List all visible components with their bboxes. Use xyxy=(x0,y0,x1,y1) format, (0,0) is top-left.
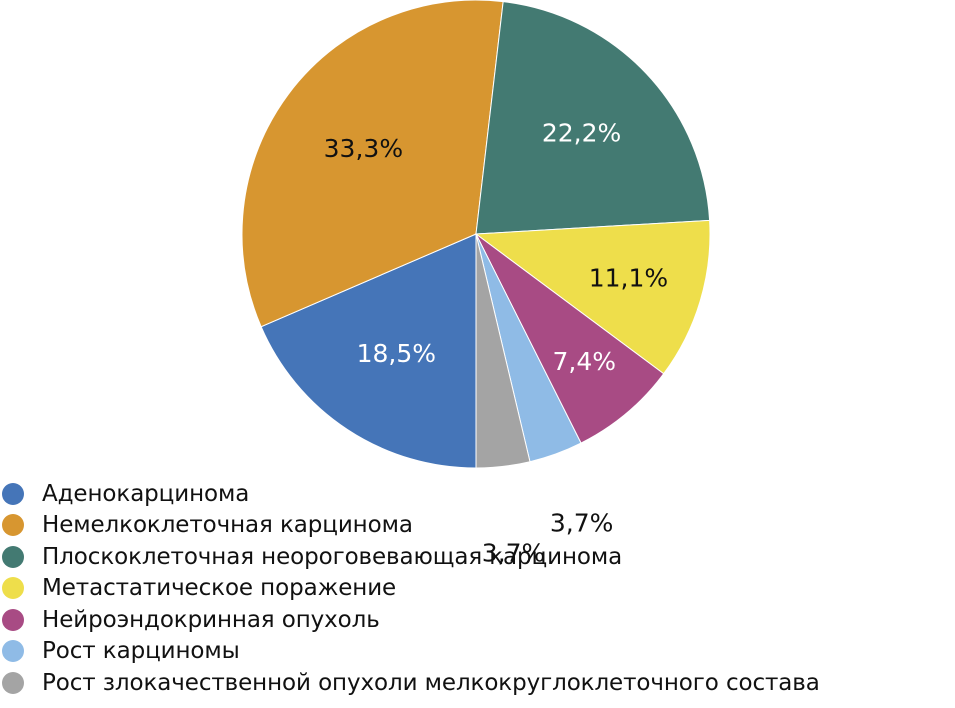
legend-label: Аденокарцинома xyxy=(42,480,250,507)
legend-item: Немелкоклеточная карцинома xyxy=(2,510,952,542)
slice-data-label-3: 22,2% xyxy=(542,118,621,147)
pie-slice-2 xyxy=(241,0,504,328)
legend-item: Метастатическое поражение xyxy=(2,573,952,605)
pie-slice-7 xyxy=(475,233,531,469)
pie-slice-4 xyxy=(474,219,711,375)
legend-item: Рост карциномы xyxy=(2,636,952,668)
slice-data-label-7: 3,7% xyxy=(482,539,546,568)
legend-swatch-icon xyxy=(2,671,24,694)
legend-item: Аденокарцинома xyxy=(2,478,952,510)
legend-item: Рост злокачественной опухоли мелкокругло… xyxy=(2,667,952,699)
legend-label: Нейроэндокринная опухоль xyxy=(42,606,380,633)
legend-swatch-icon xyxy=(2,577,24,600)
legend-item: Плоскоклеточная неороговевающая карцином… xyxy=(2,541,952,573)
chart-legend: Аденокарцинома Немелкоклеточная карцинома… xyxy=(2,478,952,699)
pie-slice-5 xyxy=(475,233,665,444)
pie-slice-3 xyxy=(475,1,711,235)
legend-item: Нейроэндокринная опухоль xyxy=(2,604,952,636)
pie-slice-1 xyxy=(260,233,477,469)
legend-swatch-icon xyxy=(2,640,24,663)
legend-label: Немелкоклеточная карцинома xyxy=(42,512,413,539)
legend-swatch-icon xyxy=(2,482,24,505)
slice-data-label-6: 3,7% xyxy=(550,508,614,537)
legend-label: Метастатическое поражение xyxy=(42,575,397,602)
slice-data-label-4: 11,1% xyxy=(589,264,668,293)
legend-swatch-icon xyxy=(2,545,24,568)
slice-data-label-5: 7,4% xyxy=(553,347,617,376)
legend-label: Плоскоклеточная неороговевающая карцином… xyxy=(42,543,623,570)
slice-data-label-1: 18,5% xyxy=(357,339,436,368)
legend-swatch-icon xyxy=(2,514,24,537)
legend-label: Рост карциномы xyxy=(42,638,240,665)
legend-label: Рост злокачественной опухоли мелкокругло… xyxy=(42,669,820,696)
slice-data-label-2: 33,3% xyxy=(324,134,403,163)
legend-swatch-icon xyxy=(2,608,24,631)
